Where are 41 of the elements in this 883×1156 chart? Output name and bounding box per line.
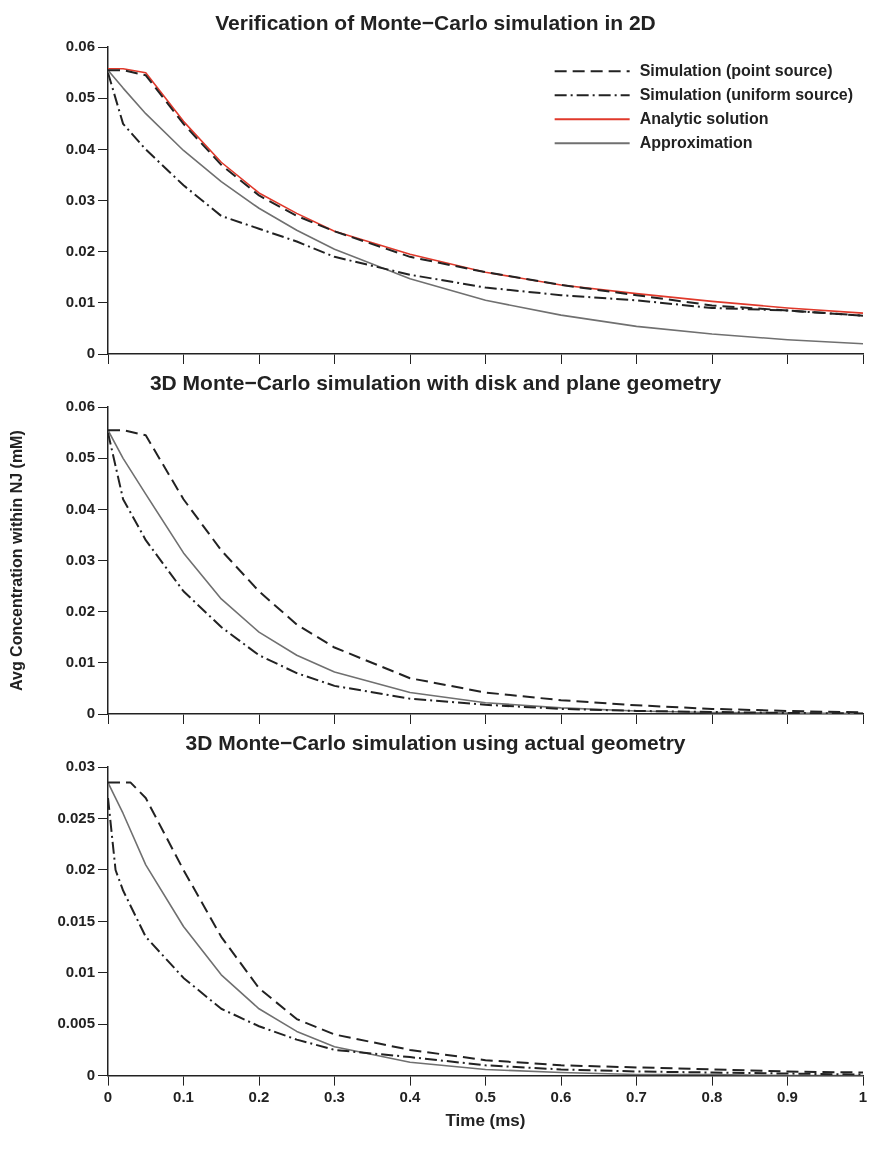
x-tick-label: 0.3: [324, 1087, 345, 1105]
x-axis-title: Time (ms): [445, 1111, 526, 1131]
y-tick-label: 0.05: [65, 448, 95, 466]
y-tick-label: 0.03: [65, 757, 95, 775]
y-tick-label: 0.03: [65, 550, 95, 568]
y-tick-label: 0.01: [65, 293, 95, 311]
x-tick-label: 1: [858, 1087, 868, 1105]
y-tick-label: 0.03: [65, 190, 95, 208]
x-tick-label: 0: [103, 1087, 113, 1105]
chart-title: Verification of Monte−Carlo simulation in 2D: [215, 11, 656, 35]
x-tick-label: 0.8: [701, 1087, 723, 1105]
chart-title: 3D Monte−Carlo simulation using actual geometry: [185, 731, 686, 755]
y-tick-label: 0.025: [57, 808, 95, 826]
x-tick-label: 0.1: [173, 1087, 194, 1105]
x-tick-label: 0.9: [777, 1087, 798, 1105]
y-tick-label: 0.01: [65, 653, 95, 671]
y-tick-label: 0: [86, 704, 95, 722]
legend-label: Approximation: [639, 133, 753, 151]
y-tick-label: 0: [86, 344, 95, 362]
legend-label: Analytic solution: [639, 109, 769, 127]
y-tick-label: 0.05: [65, 88, 95, 106]
y-tick-label: 0.02: [65, 860, 95, 878]
y-tick-label: 0.005: [57, 1014, 95, 1032]
x-tick-label: 0.5: [475, 1087, 496, 1105]
y-tick-label: 0: [86, 1065, 95, 1083]
x-tick-label: 0.7: [626, 1087, 647, 1105]
legend-label: Simulation (uniform source): [639, 85, 853, 103]
chart-title: 3D Monte−Carlo simulation with disk and plane geometry: [149, 371, 722, 395]
x-tick-label: 0.6: [550, 1087, 572, 1105]
legend-label: Simulation (point source): [639, 61, 833, 79]
y-tick-label: 0.015: [57, 911, 95, 929]
y-tick-label: 0.02: [65, 601, 95, 619]
y-tick-label: 0.02: [65, 241, 95, 259]
y-tick-label: 0.04: [65, 499, 96, 517]
y-tick-label: 0.06: [65, 37, 95, 55]
y-tick-label: 0.01: [65, 962, 95, 980]
y-tick-label: 0.06: [65, 397, 95, 415]
x-tick-label: 0.2: [248, 1087, 270, 1105]
y-axis-title: Avg Concentration within NJ (mM): [8, 430, 26, 691]
y-tick-label: 0.04: [65, 139, 96, 157]
x-tick-label: 0.4: [399, 1087, 422, 1105]
